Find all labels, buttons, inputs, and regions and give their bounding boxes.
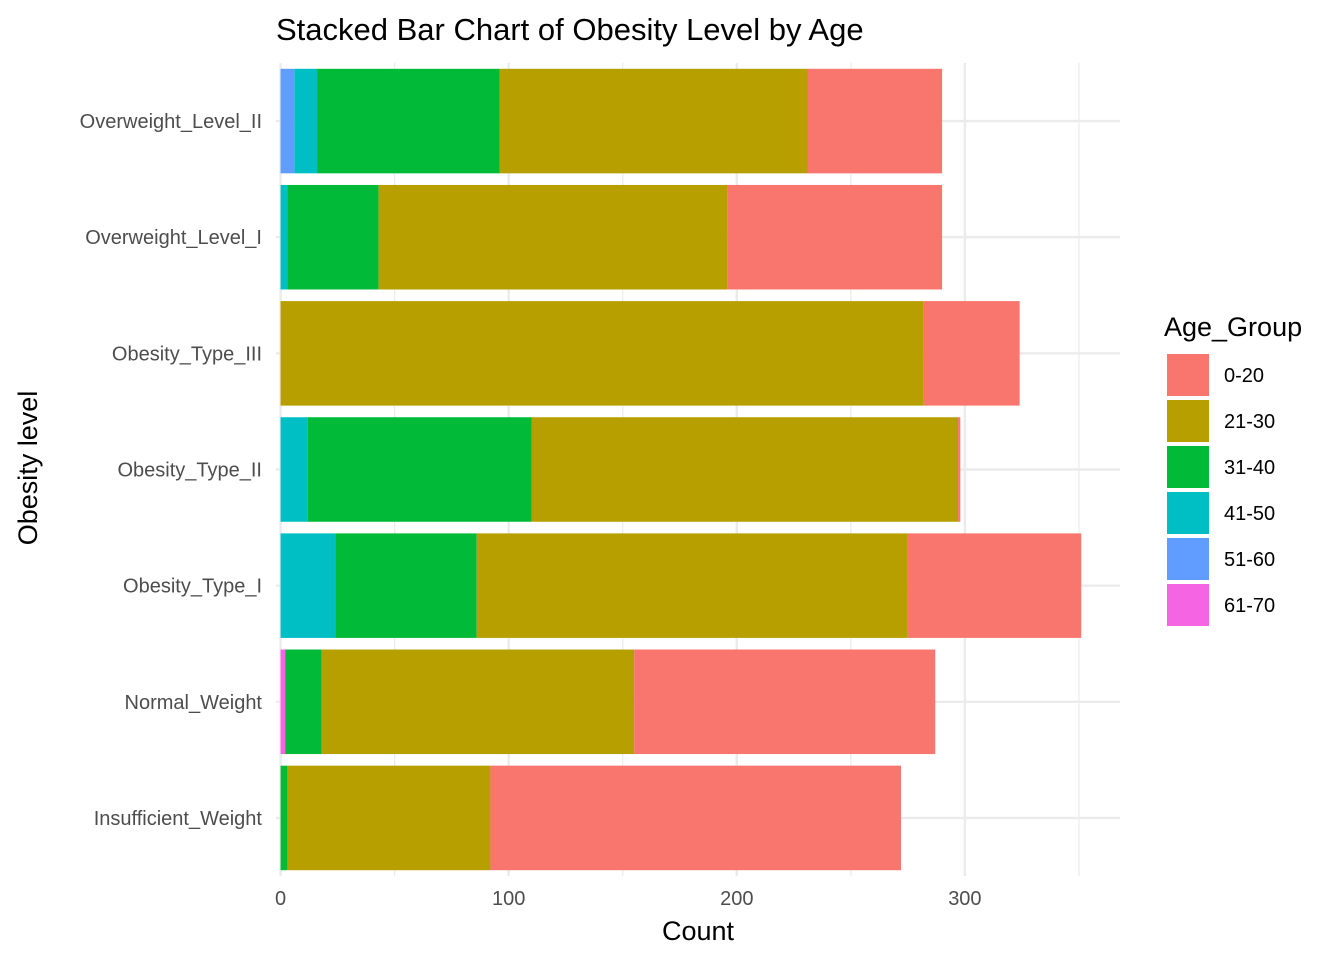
legend-label-0-20: 0-20 — [1224, 365, 1264, 387]
legend-swatch-51-60 — [1167, 538, 1209, 580]
x-tick-label: 300 — [948, 888, 981, 910]
legend: Age_Group 0-20 21-30 31-40 41-50 51-60 61-70 — [1164, 312, 1302, 626]
y-tick-label: Normal_Weight — [125, 692, 263, 714]
legend-swatch-0-20 — [1167, 354, 1209, 396]
bar-segment-obesity-type-i-21-30 — [476, 533, 908, 638]
y-tick-label: Obesity_Type_II — [117, 460, 262, 482]
y-tick-label: Obesity_Type_III — [112, 343, 262, 365]
bar-segment-obesity-type-i-41-50 — [280, 533, 336, 638]
bar-segment-overweight-level-ii-41-50 — [294, 68, 318, 174]
y-tick-label: Insufficient_Weight — [94, 808, 263, 830]
x-tick-label: 100 — [492, 888, 525, 910]
bar-segment-insufficient-weight-31-40 — [280, 765, 288, 871]
y-tick-label: Overweight_Level_I — [85, 227, 262, 249]
chart-title: Stacked Bar Chart of Obesity Level by Ag… — [276, 12, 864, 47]
bar-segment-insufficient-weight-0-20 — [490, 765, 902, 871]
legend-items: 0-20 21-30 31-40 41-50 51-60 61-70 — [1167, 354, 1275, 626]
bar-segment-obesity-type-i-0-20 — [907, 533, 1082, 638]
legend-swatch-41-50 — [1167, 492, 1209, 534]
bar-segment-obesity-type-ii-0-20 — [958, 417, 961, 522]
bar-segment-obesity-type-ii-41-50 — [280, 417, 308, 522]
x-axis-title: Count — [662, 916, 735, 946]
bar-segment-overweight-level-i-21-30 — [378, 184, 728, 290]
legend-label-41-50: 41-50 — [1224, 503, 1275, 525]
bar-segment-obesity-type-ii-21-30 — [531, 417, 959, 522]
bar-segment-obesity-type-iii-21-30 — [280, 301, 924, 406]
x-axis-tick-labels: 0 100 200 300 — [275, 888, 982, 910]
bar-segment-obesity-type-i-31-40 — [335, 533, 477, 638]
y-tick-label: Overweight_Level_II — [80, 111, 262, 133]
bar-segment-overweight-level-ii-51-60 — [280, 68, 295, 174]
legend-label-61-70: 61-70 — [1224, 595, 1275, 617]
legend-title: Age_Group — [1164, 312, 1302, 342]
bar-segment-overweight-level-i-0-20 — [727, 184, 943, 290]
bar-segment-normal-weight-0-20 — [634, 649, 936, 755]
bar-segment-overweight-level-ii-21-30 — [499, 68, 808, 174]
y-axis-title: Obesity level — [13, 391, 43, 546]
bar-segment-obesity-type-ii-31-40 — [307, 417, 532, 522]
legend-swatch-21-30 — [1167, 400, 1209, 442]
bars — [280, 68, 1082, 871]
bar-segment-obesity-type-iii-0-20 — [923, 301, 1020, 406]
legend-swatch-31-40 — [1167, 446, 1209, 488]
legend-label-51-60: 51-60 — [1224, 549, 1275, 571]
bar-segment-normal-weight-21-30 — [321, 649, 635, 755]
bar-segment-insufficient-weight-21-30 — [287, 765, 491, 871]
bar-segment-overweight-level-i-41-50 — [280, 184, 288, 290]
bar-segment-overweight-level-ii-0-20 — [807, 68, 943, 174]
bar-segment-normal-weight-31-40 — [285, 649, 322, 755]
bar-segment-overweight-level-i-31-40 — [287, 184, 379, 290]
legend-label-21-30: 21-30 — [1224, 411, 1275, 433]
legend-swatch-61-70 — [1167, 584, 1209, 626]
x-tick-label: 200 — [720, 888, 753, 910]
y-tick-label: Obesity_Type_I — [123, 576, 262, 598]
x-tick-label: 0 — [275, 888, 286, 910]
bar-segment-normal-weight-61-70 — [280, 649, 286, 755]
legend-label-31-40: 31-40 — [1224, 457, 1275, 479]
bar-segment-overweight-level-ii-31-40 — [317, 68, 500, 174]
y-axis-tick-labels: Insufficient_Weight Normal_Weight Obesity_… — [80, 111, 263, 830]
